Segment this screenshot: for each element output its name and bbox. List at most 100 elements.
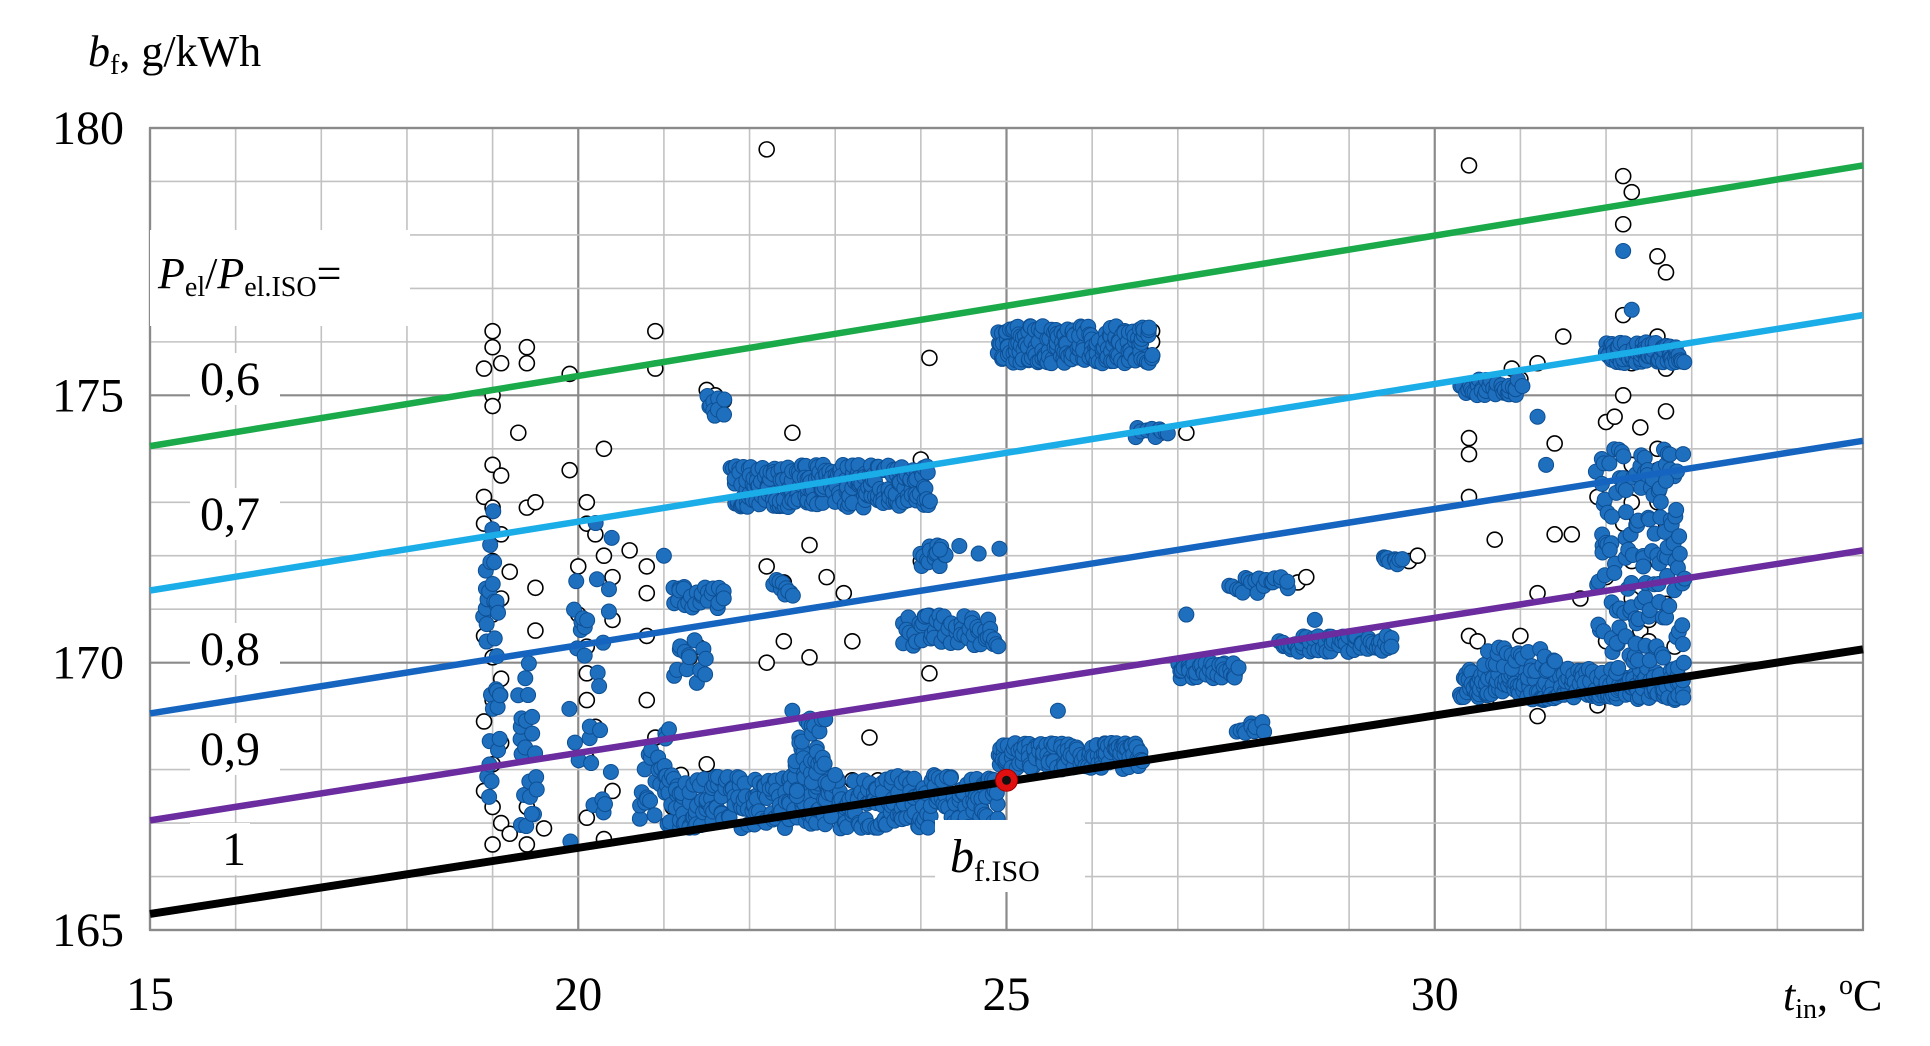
- filled-point: [1279, 573, 1296, 590]
- open-point: [1546, 526, 1563, 543]
- open-point: [921, 349, 938, 367]
- y-tick-label: 165: [52, 904, 124, 957]
- filled-point: [1514, 378, 1531, 395]
- open-point: [535, 820, 553, 837]
- filled-point: [1615, 448, 1632, 465]
- filled-point: [600, 581, 617, 598]
- ratio-legend: Pel/Pel.ISO=: [150, 230, 410, 326]
- filled-point: [1671, 528, 1688, 545]
- plot-area-border: [148, 126, 1865, 932]
- open-point: [1614, 167, 1632, 185]
- open-point: [501, 825, 519, 843]
- filled-point: [816, 755, 833, 772]
- open-point: [501, 563, 519, 581]
- x-tick-label: 20: [554, 968, 602, 1021]
- x-axis-label-unit: C: [1853, 971, 1882, 1020]
- filled-point: [991, 540, 1008, 557]
- y-axis-label-main: b: [88, 27, 110, 76]
- open-point: [818, 568, 835, 586]
- filled-point: [524, 708, 541, 725]
- filled-point: [1610, 659, 1627, 676]
- open-point: [638, 558, 656, 575]
- open-point: [844, 632, 861, 650]
- open-point: [638, 584, 656, 602]
- open-point: [475, 488, 493, 506]
- filled-point: [784, 587, 801, 604]
- open-point: [621, 542, 638, 559]
- open-point: [475, 713, 493, 730]
- filled-point: [566, 734, 583, 751]
- filled-point: [602, 763, 619, 780]
- line-label-background: [190, 623, 280, 675]
- filled-point: [716, 406, 733, 423]
- open-point: [647, 322, 664, 340]
- open-point: [1606, 408, 1623, 426]
- x-axis-label-main: t: [1783, 971, 1797, 1020]
- open-point: [921, 665, 938, 682]
- filled-point: [596, 796, 613, 813]
- x-tick-label: 15: [126, 968, 174, 1021]
- filled-point: [1623, 301, 1640, 318]
- ratio-label-eq: =: [317, 249, 342, 298]
- open-point: [1623, 183, 1641, 201]
- open-point: [518, 354, 536, 372]
- filled-point: [1256, 723, 1273, 740]
- filled-point: [591, 678, 608, 695]
- plot-frame: [148, 126, 1865, 932]
- filled-point: [1655, 649, 1672, 666]
- filled-point: [646, 807, 663, 824]
- filled-point: [1141, 319, 1158, 336]
- open-point: [527, 622, 544, 639]
- ratio-label-sub1: el: [185, 272, 205, 303]
- line-label: 0,6: [200, 353, 260, 406]
- filled-point: [1049, 702, 1066, 719]
- series-line: [149, 437, 1864, 717]
- y-axis-label-sub: f: [110, 50, 120, 81]
- open-point: [758, 654, 775, 671]
- open-point: [1529, 707, 1546, 725]
- ratio-label-background: [150, 230, 410, 326]
- open-point: [1409, 547, 1426, 565]
- filled-point: [603, 529, 620, 546]
- filled-point: [481, 788, 498, 805]
- open-point: [492, 354, 510, 372]
- filled-point: [491, 730, 508, 747]
- filled-point: [592, 722, 609, 739]
- open-point: [1614, 215, 1632, 233]
- filled-point: [1230, 659, 1247, 676]
- filled-point: [951, 537, 968, 554]
- iso-label: bf.ISO: [950, 830, 1040, 888]
- filled-point: [827, 766, 844, 783]
- line-label: 0,9: [200, 723, 260, 776]
- open-point: [1460, 157, 1478, 174]
- filled-point: [1618, 504, 1635, 521]
- filled-point: [681, 649, 698, 666]
- filled-point: [490, 604, 507, 621]
- line-label-background: [190, 823, 250, 875]
- filled-point: [1674, 617, 1691, 634]
- open-point: [1657, 264, 1675, 281]
- open-point: [784, 424, 801, 442]
- series-line: [149, 311, 1864, 594]
- open-point: [801, 649, 818, 666]
- open-point: [595, 440, 613, 458]
- open-point: [484, 456, 501, 474]
- open-point: [861, 729, 878, 746]
- filled-point: [589, 664, 606, 681]
- filled-point: [491, 687, 508, 704]
- filled-point: [920, 819, 937, 836]
- filled-point: [484, 575, 501, 592]
- open-point: [484, 397, 501, 415]
- filled-point: [1668, 501, 1685, 518]
- filled-point: [921, 493, 938, 510]
- open-point: [518, 338, 536, 356]
- x-axis-label-sub: in: [1795, 994, 1817, 1025]
- filled-point: [942, 770, 959, 787]
- x-axis-label: tin, oC: [1783, 970, 1882, 1025]
- open-point: [578, 809, 596, 827]
- filled-point: [520, 655, 537, 672]
- filled-point: [1675, 689, 1692, 706]
- filled-point: [1144, 347, 1161, 364]
- ratio-label: Pel/Pel.ISO=: [157, 249, 341, 303]
- filled-point: [716, 391, 733, 408]
